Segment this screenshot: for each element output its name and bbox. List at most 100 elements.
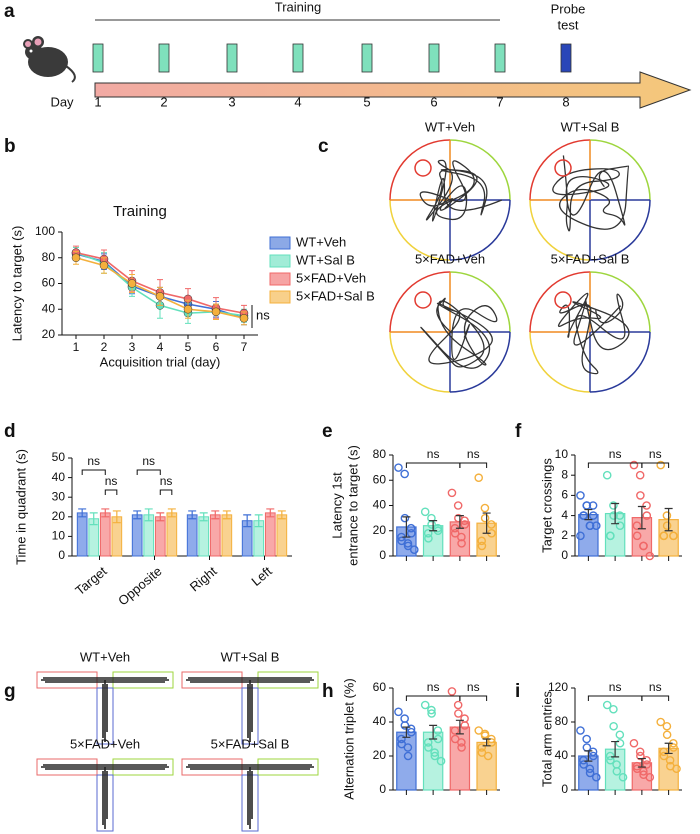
legend-label: 5×FAD+Sal B bbox=[296, 288, 375, 303]
data-point bbox=[645, 772, 655, 782]
panel-label: c bbox=[318, 136, 329, 157]
error-bar bbox=[211, 510, 220, 520]
data-point bbox=[400, 469, 409, 479]
data-point bbox=[662, 521, 672, 531]
data-point bbox=[99, 261, 109, 270]
significance-label: ns bbox=[87, 454, 100, 468]
legend-label: 5×FAD+Veh bbox=[296, 270, 366, 285]
bar bbox=[131, 514, 143, 557]
data-point bbox=[636, 751, 645, 761]
quadrant-arc bbox=[389, 199, 451, 261]
data-point bbox=[457, 738, 466, 747]
significance-label: ns bbox=[649, 680, 662, 694]
data-point bbox=[397, 734, 406, 744]
data-point bbox=[639, 767, 648, 776]
significance-bracket bbox=[587, 695, 643, 701]
data-point bbox=[635, 747, 645, 757]
quadrant-arc bbox=[449, 199, 511, 261]
y-tick-label: 0 bbox=[379, 548, 386, 562]
mouse-icon bbox=[23, 36, 76, 83]
data-point bbox=[406, 523, 416, 533]
data-point bbox=[602, 470, 612, 480]
data-point bbox=[406, 724, 416, 734]
maze-track bbox=[41, 764, 169, 829]
y-tick-label: 8 bbox=[561, 467, 568, 481]
panel-labels: b d e f h i c g bbox=[4, 136, 522, 702]
significance-label: ns bbox=[467, 447, 480, 461]
data-point bbox=[669, 531, 678, 541]
day-label: Day bbox=[50, 94, 74, 109]
data-point bbox=[430, 751, 440, 761]
data-point bbox=[636, 491, 645, 500]
trial-marker bbox=[92, 43, 104, 73]
bar bbox=[209, 514, 221, 557]
data-point bbox=[618, 772, 628, 782]
data-point bbox=[487, 520, 496, 529]
y-tick-label: 0 bbox=[561, 782, 568, 796]
data-point bbox=[127, 279, 137, 288]
panel-label: e bbox=[322, 421, 333, 442]
data-point bbox=[609, 704, 618, 714]
data-point bbox=[394, 463, 403, 472]
data-point bbox=[632, 521, 642, 531]
significance-label: ns bbox=[160, 474, 173, 488]
data-point bbox=[420, 700, 430, 710]
data-point bbox=[477, 743, 487, 752]
data-point bbox=[609, 501, 618, 510]
platform bbox=[554, 291, 572, 309]
error-bar bbox=[144, 508, 153, 522]
timeline-arrow bbox=[94, 71, 692, 109]
data-point bbox=[239, 314, 249, 323]
data-point bbox=[615, 511, 625, 520]
data-point bbox=[457, 539, 466, 548]
data-point bbox=[424, 743, 433, 752]
data-point bbox=[424, 534, 433, 543]
x-axis-label: Acquisition trial (day) bbox=[100, 354, 221, 369]
legend-swatch bbox=[269, 272, 291, 286]
bar bbox=[276, 514, 288, 557]
data-point bbox=[588, 501, 598, 510]
trial-marker bbox=[560, 43, 572, 73]
x-tick-label: 2 bbox=[101, 340, 108, 354]
bar bbox=[264, 512, 276, 557]
legend-swatch bbox=[269, 236, 291, 250]
significance-bracket bbox=[405, 695, 461, 701]
data-point bbox=[672, 764, 681, 774]
y-tick-label: 80 bbox=[555, 714, 569, 728]
data-point bbox=[591, 521, 601, 531]
data-point bbox=[406, 727, 416, 737]
maze-title: WT+Veh bbox=[80, 649, 130, 664]
bar bbox=[99, 512, 111, 557]
data-point bbox=[615, 521, 625, 531]
data-point bbox=[477, 536, 487, 546]
trial-marker bbox=[158, 43, 170, 73]
significance-bracket bbox=[641, 695, 670, 701]
bar bbox=[198, 516, 210, 557]
y-tick-label: 100 bbox=[35, 224, 55, 238]
y-tick-label: 0 bbox=[561, 548, 568, 562]
trial-marker bbox=[428, 43, 440, 73]
data-point bbox=[662, 511, 672, 520]
bar bbox=[578, 513, 599, 557]
error-bar bbox=[637, 757, 646, 768]
data-point bbox=[642, 755, 651, 765]
error-bar bbox=[167, 508, 176, 518]
error-bar bbox=[243, 514, 252, 528]
y-axis-label: Total arm entries bbox=[539, 690, 554, 787]
error-bar bbox=[402, 726, 411, 738]
y-tick-label: 2 bbox=[561, 528, 568, 542]
track-title: 5×FAD+Sal B bbox=[551, 251, 630, 266]
quadrant-arc bbox=[589, 199, 651, 261]
significance-bracket bbox=[459, 695, 488, 701]
x-tick-label: 4 bbox=[157, 340, 164, 354]
data-point bbox=[427, 709, 436, 718]
x-tick-label: Right bbox=[187, 563, 220, 594]
quadrant-arc bbox=[529, 331, 591, 393]
quadrant-arc bbox=[589, 331, 651, 393]
data-point bbox=[662, 730, 672, 740]
legend-label: WT+Veh bbox=[296, 234, 346, 249]
quadrant-arc bbox=[389, 331, 451, 393]
y-tick-label: 4 bbox=[561, 508, 568, 522]
data-point bbox=[639, 541, 648, 551]
